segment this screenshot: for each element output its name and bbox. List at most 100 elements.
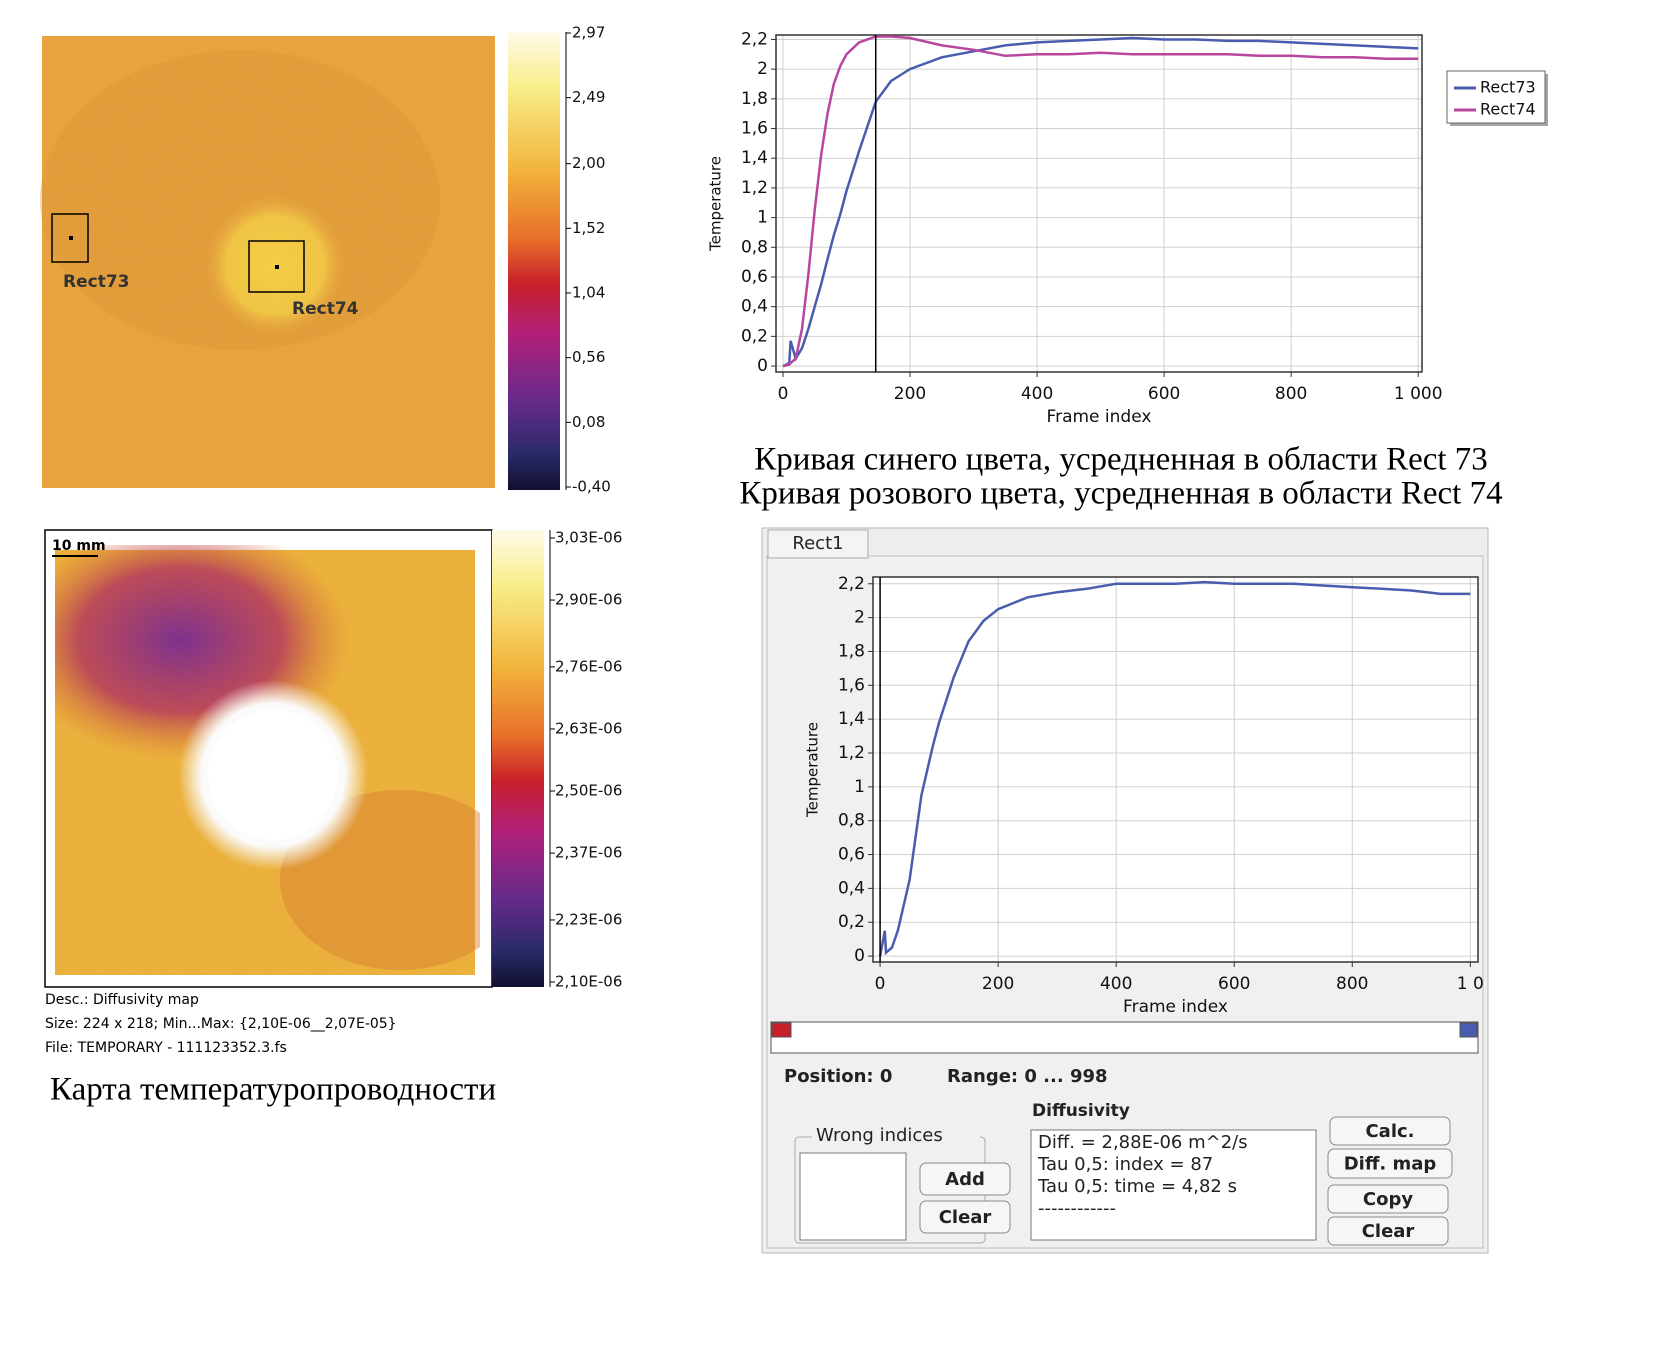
colorbar-tick-label: 2,49 [572, 88, 605, 106]
caption: Кривая розового цвета, усредненная в обл… [739, 476, 1502, 512]
button[interactable] [1327, 1184, 1449, 1214]
roi-center [275, 265, 279, 269]
y-tick-label: 0,6 [741, 267, 768, 287]
slider-handle[interactable] [1459, 1022, 1478, 1038]
series-line [782, 36, 1419, 368]
result-box [1030, 1129, 1317, 1241]
y-tick-label: 2 [757, 59, 768, 79]
y-tick-label: 0,6 [838, 845, 865, 865]
result-line: Tau 0,5: time = 4,82 s [1037, 1176, 1237, 1197]
series-line [878, 580, 1471, 957]
y-tick-label: 1,4 [838, 709, 865, 729]
y-tick-label: 0,2 [838, 912, 865, 932]
group-title-bg [812, 1126, 980, 1146]
colorbar-tick-label: 2,00 [572, 154, 605, 172]
x-tick-label: 200 [894, 384, 926, 404]
button-label: Copy [1363, 1189, 1413, 1210]
y-axis-label: Temperature [804, 722, 822, 818]
y-tick-label: 2,2 [741, 29, 768, 49]
y-axis-label: Temperature [707, 156, 725, 252]
tab[interactable] [767, 529, 869, 559]
y-tick-label: 0,8 [741, 237, 768, 257]
y-tick-label: 2 [854, 608, 865, 628]
range-slider[interactable] [770, 1021, 1479, 1054]
button[interactable] [919, 1162, 1011, 1196]
tab-label: Rect1 [792, 533, 843, 554]
colorbar-tick-label: 1,04 [572, 284, 605, 302]
desc-line: Desc.: Diffusivity map [45, 992, 199, 1008]
colorbar-tick-label: 2,37E-06 [555, 844, 622, 862]
colorbar-tick-label: 2,63E-06 [555, 719, 622, 737]
x-tick-label: 800 [1336, 974, 1368, 994]
button-label: Calc. [1365, 1121, 1414, 1142]
colorbar-tick-label: 2,50E-06 [555, 782, 622, 800]
button-label: Clear [1362, 1221, 1415, 1242]
roi-rect [51, 213, 89, 263]
y-tick-label: 1,6 [838, 675, 865, 695]
y-tick-label: 1,6 [741, 119, 768, 139]
indices-list[interactable] [799, 1152, 907, 1241]
x-tick-label: 0 [778, 384, 789, 404]
button[interactable] [1327, 1216, 1449, 1246]
x-tick-label: 0 [875, 974, 886, 994]
legend-label: Rect73 [1480, 78, 1536, 97]
group-title: Diffusivity [1032, 1101, 1130, 1121]
y-tick-label: 1,2 [838, 743, 865, 763]
roi-label: Rect73 [63, 272, 129, 292]
legend-label: Rect74 [1480, 100, 1536, 119]
map-hole [208, 710, 338, 840]
colorbar-tick-label: 0,56 [572, 348, 605, 366]
caption: Кривая синего цвета, усредненная в облас… [754, 442, 1488, 478]
y-tick-label: 0,4 [838, 878, 865, 898]
thermogram-texture [42, 36, 495, 488]
y-tick-label: 0 [854, 946, 865, 966]
button[interactable] [1329, 1116, 1451, 1146]
y-tick-label: 1,4 [741, 148, 768, 168]
x-axis-label: Frame index [1047, 407, 1152, 427]
position-label: Position: 0 [784, 1066, 892, 1087]
plot-area [776, 35, 1422, 372]
scale-label: 10 mm [52, 538, 106, 554]
thermogram: Rect73 Rect74 [40, 32, 567, 490]
roi-label: Rect74 [292, 299, 359, 319]
y-tick-label: 1 [757, 208, 768, 228]
roi-rect [248, 240, 305, 293]
legend [1446, 70, 1546, 124]
colorbar-tick-label: 2,10E-06 [555, 973, 622, 991]
colorbar [508, 32, 560, 490]
button-label: Clear [939, 1207, 992, 1228]
result-line: Diff. = 2,88E-06 m^2/s [1038, 1132, 1248, 1153]
button[interactable] [1327, 1148, 1453, 1179]
y-tick-label: 1,8 [838, 641, 865, 661]
slider-handle[interactable] [771, 1022, 792, 1038]
x-tick-label: 200 [982, 974, 1014, 994]
y-tick-label: 0,4 [741, 297, 768, 317]
range-label: Range: 0 ... 998 [947, 1066, 1108, 1087]
caption: Карта температуропроводности [50, 1072, 496, 1108]
x-axis-label: Frame index [1123, 997, 1228, 1017]
button[interactable] [919, 1200, 1011, 1234]
group-title: Wrong indices [816, 1125, 943, 1146]
x-tick-label: 400 [1021, 384, 1053, 404]
result-line: Tau 0,5: index = 87 [1037, 1154, 1213, 1175]
colorbar-tick-label: 2,76E-06 [555, 657, 622, 675]
y-tick-label: 0,2 [741, 326, 768, 346]
diffusivity-map: 10 mm Desc.: Diffusivity map Size: 224 x… [44, 529, 551, 1108]
plot-frame [872, 576, 1479, 963]
plot-frame [775, 34, 1423, 373]
y-tick-label: 2,2 [838, 574, 865, 594]
y-tick-label: 0 [757, 356, 768, 376]
button-label: Diff. map [1344, 1154, 1437, 1175]
colorbar-tick-label: 0,08 [572, 413, 605, 431]
x-tick-label: 1 000 [1394, 384, 1443, 404]
y-tick-label: 1 [854, 777, 865, 797]
x-tick-label: 600 [1148, 384, 1180, 404]
series-line [782, 35, 1419, 368]
plot-area [873, 577, 1478, 962]
x-tick-label: 1 0 [1457, 974, 1484, 994]
colorbar [492, 530, 544, 987]
x-tick-label: 800 [1275, 384, 1307, 404]
y-tick-label: 1,8 [741, 89, 768, 109]
colorbar-tick-label: 2,23E-06 [555, 910, 622, 928]
